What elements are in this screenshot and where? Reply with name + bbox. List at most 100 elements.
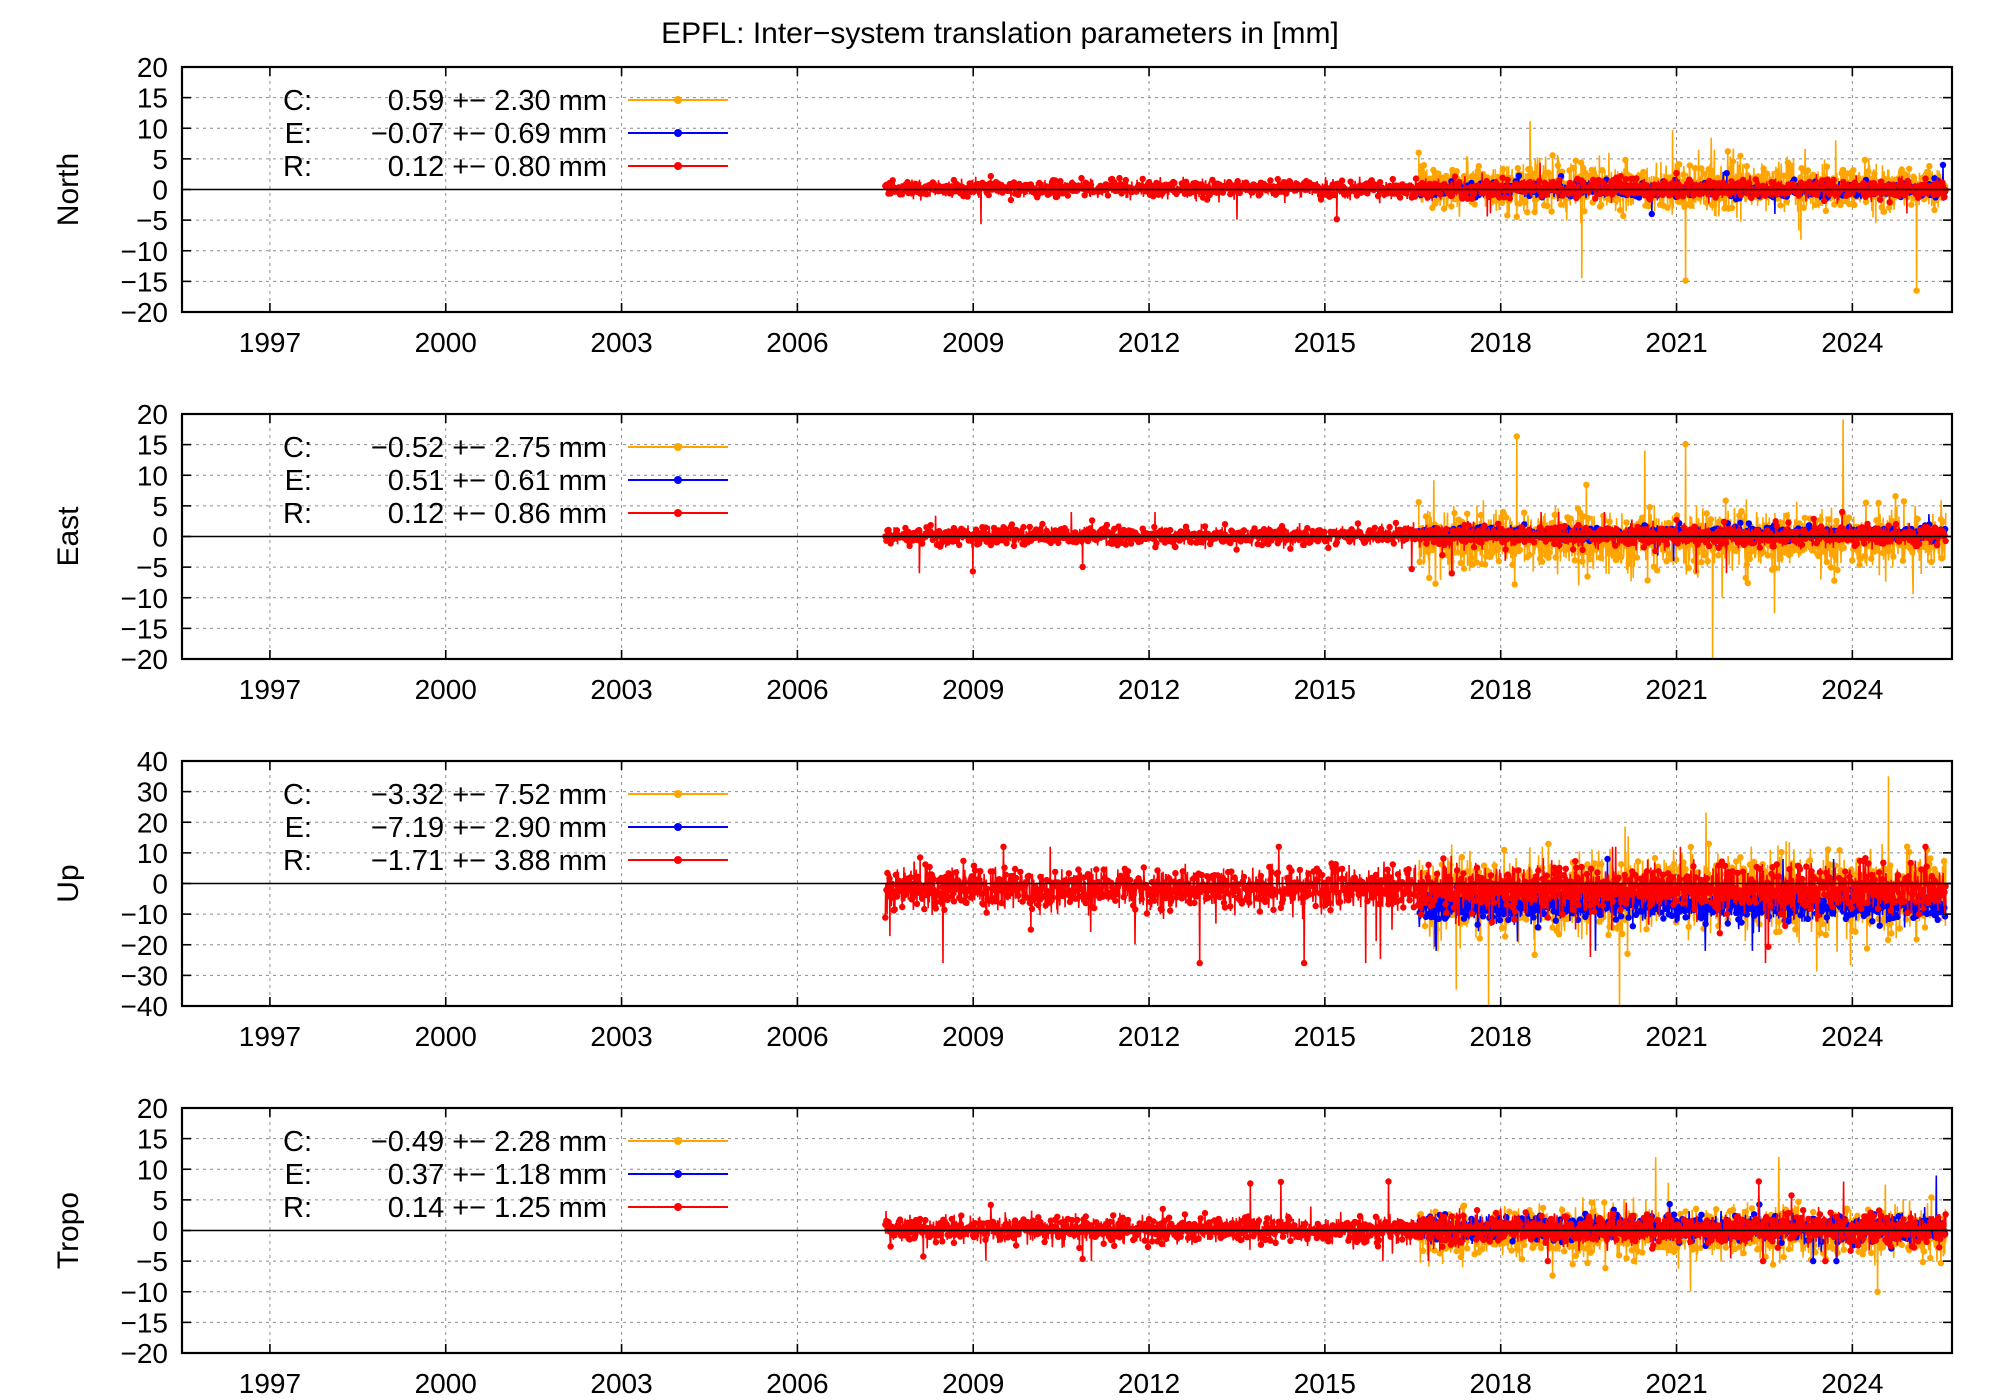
- data-point: [1120, 526, 1127, 534]
- x-tick-label: 2021: [1645, 674, 1707, 705]
- data-point: [1392, 519, 1400, 527]
- data-point: [1498, 924, 1506, 932]
- data-point: [1389, 175, 1397, 183]
- data-point: [1440, 205, 1448, 212]
- data-point: [1676, 161, 1683, 168]
- data-point: [1901, 171, 1909, 178]
- data-point: [1127, 540, 1135, 547]
- data-point: [1604, 855, 1611, 863]
- data-point: [1921, 924, 1929, 931]
- data-point: [1899, 557, 1907, 564]
- series-points-R: [882, 169, 1949, 223]
- data-point: [1240, 527, 1248, 534]
- data-point: [1852, 928, 1859, 935]
- x-tick-label: 1997: [239, 674, 301, 705]
- legend-key: C:: [283, 432, 312, 464]
- data-point: [906, 542, 913, 549]
- data-point: [1423, 540, 1430, 547]
- data-point: [1509, 561, 1516, 569]
- data-point: [1626, 182, 1634, 189]
- legend-key: E:: [285, 118, 312, 150]
- data-point: [1786, 167, 1794, 174]
- data-point: [1777, 555, 1784, 562]
- data-point: [982, 524, 989, 531]
- data-point: [1657, 909, 1664, 916]
- data-point: [1103, 521, 1111, 529]
- data-point: [1495, 557, 1503, 565]
- data-point: [1697, 176, 1704, 183]
- data-point: [1551, 540, 1558, 548]
- data-point: [1886, 204, 1893, 211]
- data-point: [1001, 525, 1008, 532]
- data-point: [915, 526, 923, 534]
- legend: C: −0.52 +− 2.75 mmE: 0.51 +− 0.61 mmR: 0.1…: [283, 432, 728, 530]
- data-point: [1631, 539, 1638, 547]
- data-point: [1480, 862, 1488, 869]
- data-point: [1552, 554, 1560, 561]
- data-point: [1529, 170, 1536, 177]
- data-point: [1584, 573, 1591, 580]
- data-point: [1746, 180, 1753, 187]
- data-point: [1670, 861, 1678, 868]
- y-tick-label: −5: [136, 205, 168, 236]
- data-point: [1531, 208, 1538, 216]
- data-point: [1007, 196, 1015, 204]
- data-point: [1390, 540, 1398, 547]
- data-point: [1280, 527, 1288, 534]
- data-point: [1914, 515, 1921, 523]
- data-point: [1640, 544, 1648, 551]
- data-point: [1501, 194, 1508, 201]
- data-point: [1824, 176, 1831, 183]
- data-point: [1563, 543, 1570, 550]
- data-point: [1089, 528, 1097, 536]
- data-point: [1417, 536, 1424, 543]
- data-point: [1545, 169, 1552, 176]
- data-point: [1525, 165, 1532, 173]
- data-point: [1617, 207, 1624, 214]
- x-tick-label: 2012: [1118, 327, 1180, 358]
- data-point: [1775, 918, 1782, 926]
- data-point: [1704, 558, 1711, 565]
- data-point: [1376, 179, 1384, 186]
- data-point: [1549, 178, 1557, 186]
- data-point: [1805, 522, 1813, 529]
- data-point: [1783, 512, 1791, 519]
- series-C: [1415, 121, 1949, 294]
- data-point: [1910, 173, 1917, 180]
- data-point: [1738, 508, 1745, 515]
- data-point: [1778, 848, 1785, 856]
- data-point: [1603, 536, 1611, 543]
- data-point: [1584, 861, 1591, 868]
- data-point: [1680, 859, 1687, 866]
- y-tick-label: −15: [121, 613, 169, 644]
- data-point: [1598, 554, 1605, 561]
- data-point: [1728, 178, 1735, 185]
- data-point: [1448, 203, 1455, 210]
- data-point: [1770, 543, 1777, 550]
- data-point: [1598, 201, 1605, 208]
- data-point: [1745, 520, 1753, 527]
- data-point: [1702, 920, 1709, 928]
- data-point: [1687, 843, 1695, 851]
- data-point: [1498, 199, 1506, 206]
- data-point: [1505, 916, 1512, 923]
- data-point: [1798, 541, 1806, 548]
- data-point: [1115, 523, 1122, 530]
- data-point: [1772, 518, 1779, 525]
- data-point: [1737, 854, 1744, 861]
- data-point: [1900, 498, 1908, 505]
- data-point: [1396, 194, 1404, 201]
- data-point: [1227, 539, 1234, 547]
- data-point: [1551, 511, 1558, 518]
- data-point: [1866, 189, 1873, 196]
- data-point: [1787, 162, 1795, 169]
- data-point: [1890, 181, 1898, 188]
- y-tick-label: −10: [121, 583, 169, 614]
- data-point: [1503, 514, 1510, 521]
- data-point: [1765, 537, 1772, 544]
- data-point: [1437, 190, 1444, 198]
- data-point: [1580, 164, 1587, 172]
- legend-label: 0.12 +− 0.80 mm: [388, 151, 607, 183]
- data-point: [1888, 930, 1895, 937]
